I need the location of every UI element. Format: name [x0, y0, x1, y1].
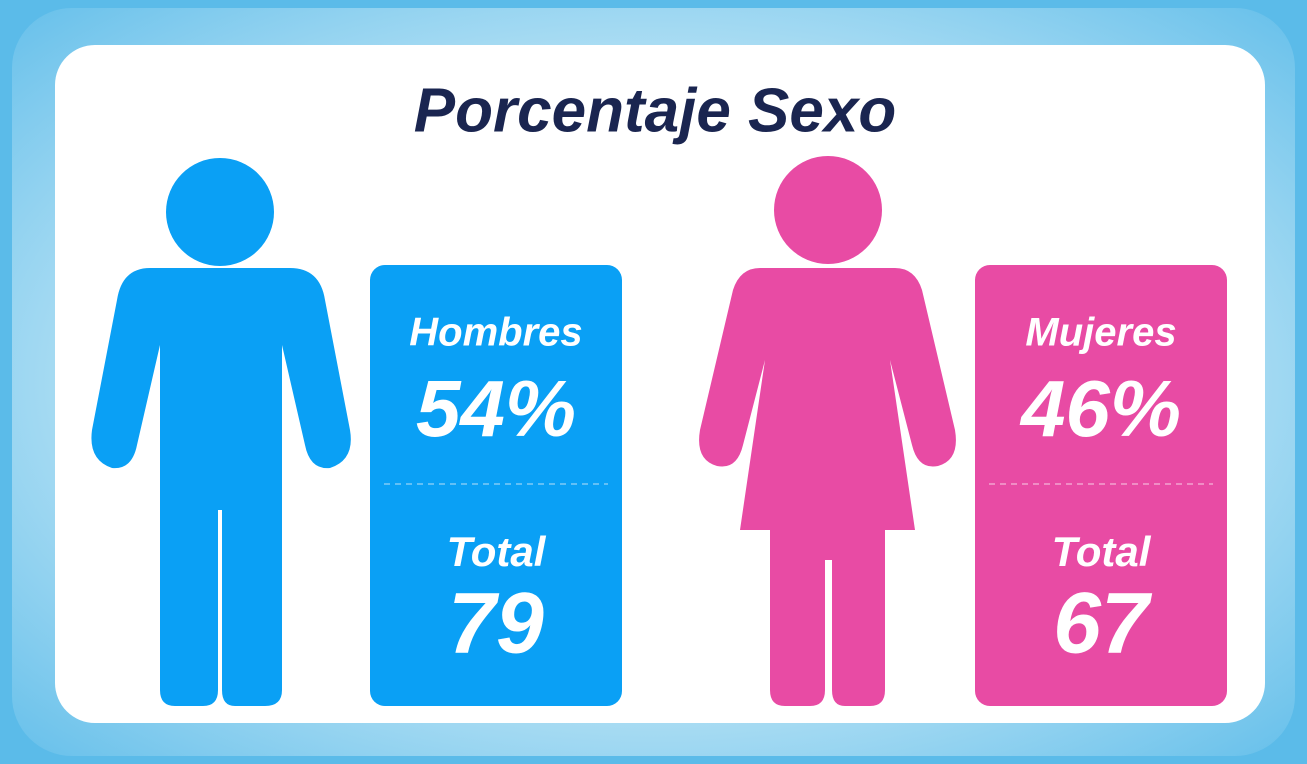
total: 67 — [1053, 576, 1153, 672]
panel — [55, 45, 1265, 723]
male-figure — [91, 158, 351, 706]
group-label: Hombres — [409, 311, 582, 355]
male-card — [370, 265, 622, 706]
total-label: Total — [1052, 528, 1152, 575]
total: 79 — [448, 576, 544, 672]
title: Porcentaje Sexo — [414, 76, 896, 145]
percent: 46% — [1019, 364, 1181, 453]
group-label: Mujeres — [1025, 311, 1176, 355]
total-label: Total — [447, 528, 547, 575]
percent: 54% — [416, 364, 576, 453]
female-figure — [699, 156, 956, 706]
female-card — [975, 265, 1227, 706]
